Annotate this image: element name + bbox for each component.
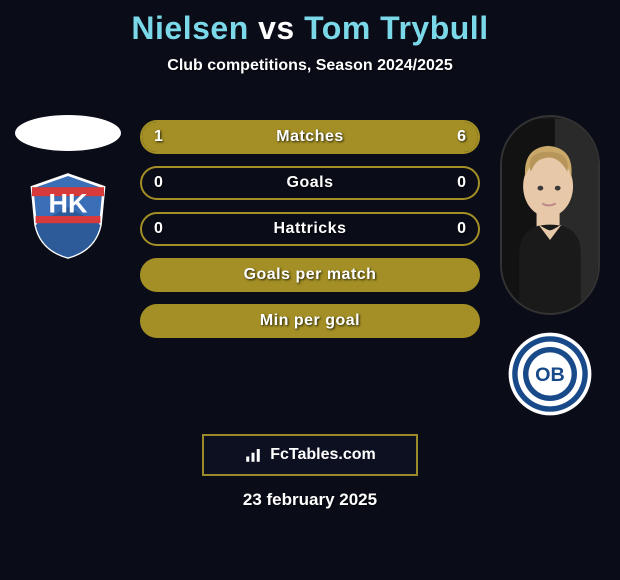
svg-text:OB: OB xyxy=(535,364,565,386)
season-subtitle: Club competitions, Season 2024/2025 xyxy=(0,57,620,75)
stat-label: Hattricks xyxy=(142,214,478,244)
footer-date: 23 february 2025 xyxy=(0,490,620,510)
stat-row-matches: 1 Matches 6 xyxy=(140,120,480,154)
comparison-title: Nielsen vs Tom Trybull xyxy=(0,0,620,47)
stat-row-mpg: Min per goal xyxy=(140,304,480,338)
stat-row-hattricks: 0 Hattricks 0 xyxy=(140,212,480,246)
stat-row-gpm: Goals per match xyxy=(140,258,480,292)
stat-label: Goals xyxy=(142,168,478,198)
chart-icon xyxy=(244,446,262,464)
stat-label: Goals per match xyxy=(142,260,478,290)
stat-label: Min per goal xyxy=(142,306,478,336)
stats-bars: 1 Matches 6 0 Goals 0 0 Hattricks 0 Goal… xyxy=(140,120,480,350)
site-badge: FcTables.com xyxy=(202,434,418,476)
player2-column: OB xyxy=(490,115,610,419)
stat-label: Matches xyxy=(142,122,478,152)
player1-avatar-placeholder xyxy=(15,115,121,151)
stat-value-right: 0 xyxy=(457,168,466,198)
site-name: FcTables.com xyxy=(270,446,376,464)
stat-value-right: 6 xyxy=(457,122,466,152)
player2-club-logo: OB xyxy=(505,329,595,419)
stat-value-right: 0 xyxy=(457,214,466,244)
vs-text: vs xyxy=(258,10,295,46)
stat-row-goals: 0 Goals 0 xyxy=(140,166,480,200)
svg-text:HK: HK xyxy=(49,188,88,218)
player1-column: HK xyxy=(8,115,128,261)
player1-name: Nielsen xyxy=(131,10,248,46)
player2-name: Tom Trybull xyxy=(304,10,488,46)
player2-avatar xyxy=(500,115,600,315)
player1-club-logo: HK xyxy=(23,171,113,261)
